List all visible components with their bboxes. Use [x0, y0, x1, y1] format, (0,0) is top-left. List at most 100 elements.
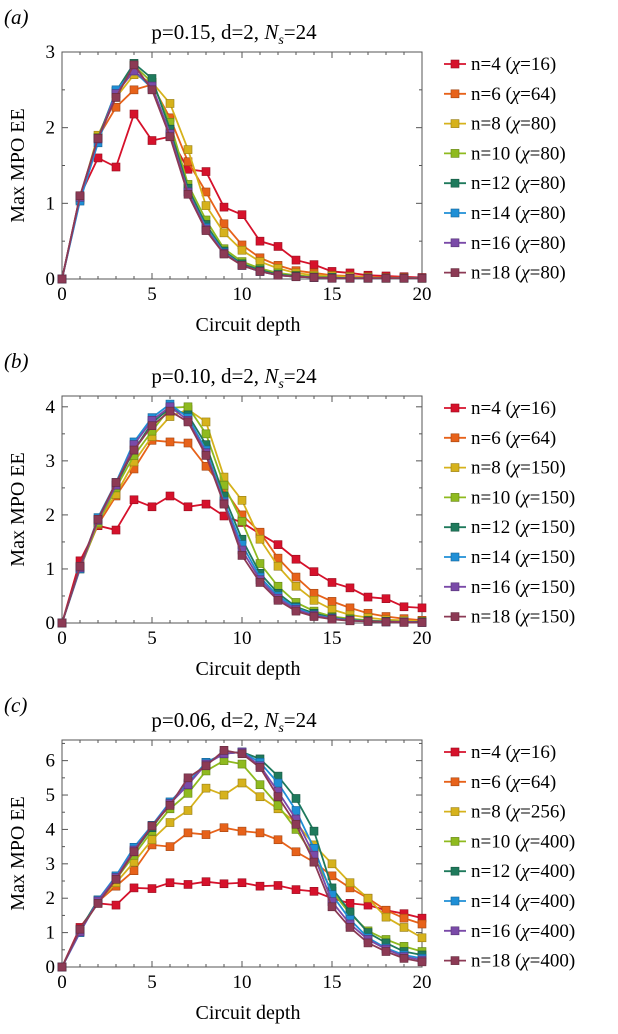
legend-label: n=16 (χ=150)	[471, 577, 575, 598]
data-point	[201, 499, 211, 509]
data-point	[255, 578, 265, 587]
data-point	[417, 933, 427, 943]
series-7	[57, 60, 427, 284]
legend-marker	[450, 433, 460, 443]
series-7	[57, 406, 427, 628]
legend-entry: n=4 (χ=16)	[444, 54, 556, 75]
legend-label: n=6 (χ=64)	[471, 84, 556, 105]
data-point	[57, 274, 67, 284]
data-point	[345, 616, 355, 626]
y-tick-label: 0	[46, 957, 56, 978]
data-point	[183, 402, 193, 412]
data-point	[219, 219, 229, 229]
chart-panel-2: (c) p=0.06, d=2, Ns=24 0 5 10 15 20 0 1 2 3 4 5 6 Circ…	[4, 693, 575, 1024]
legend-marker	[450, 403, 460, 413]
data-point	[201, 201, 211, 210]
data-point	[129, 883, 139, 893]
data-point	[147, 136, 157, 145]
data-point	[345, 923, 355, 932]
data-point	[273, 778, 283, 788]
data-point	[201, 417, 211, 427]
legend-entry: n=18 (χ=400)	[444, 951, 575, 972]
legend-marker	[450, 208, 460, 218]
data-point	[273, 242, 283, 251]
data-point	[273, 270, 283, 280]
data-point	[237, 210, 247, 219]
x-tick-label: 20	[413, 972, 432, 993]
series-0	[57, 109, 427, 284]
legend-entry: n=18 (χ=150)	[444, 607, 575, 628]
data-point	[255, 881, 265, 891]
data-point	[93, 133, 103, 143]
data-point	[165, 878, 175, 888]
chart-title: p=0.10, d=2, Ns=24	[151, 364, 317, 392]
data-point	[129, 847, 139, 857]
legend-marker	[450, 119, 460, 128]
data-point	[147, 85, 157, 95]
data-point	[165, 842, 175, 851]
legend-marker	[450, 612, 460, 621]
legend-entry: n=8 (χ=80)	[444, 114, 556, 135]
series-7	[57, 746, 427, 972]
data-point	[363, 617, 373, 626]
y-tick-label: 4	[46, 397, 56, 418]
data-point	[399, 913, 409, 923]
data-point	[309, 596, 319, 605]
data-point	[93, 514, 103, 524]
data-point	[75, 561, 85, 571]
plot-frame	[61, 395, 423, 624]
data-point	[255, 792, 265, 802]
data-point	[201, 226, 211, 235]
x-tick-label: 5	[147, 972, 157, 993]
data-point	[147, 884, 157, 893]
data-point	[327, 578, 337, 587]
legend-marker	[450, 552, 460, 562]
data-point	[363, 893, 373, 903]
data-point	[399, 954, 409, 963]
data-point	[291, 819, 301, 829]
data-point	[165, 801, 175, 810]
y-tick-label: 1	[46, 559, 56, 580]
data-point	[273, 561, 283, 571]
data-point	[291, 255, 301, 265]
data-point	[381, 947, 391, 956]
x-axis-label: Circuit depth	[196, 658, 301, 680]
data-point	[345, 878, 355, 888]
data-point	[381, 912, 391, 922]
data-point	[381, 617, 391, 627]
data-point	[237, 496, 247, 505]
y-tick-label: 0	[46, 269, 56, 290]
data-point	[273, 881, 283, 890]
data-point	[183, 789, 193, 798]
legend-entry: n=14 (χ=150)	[444, 547, 575, 568]
data-point	[111, 874, 121, 884]
legend-marker	[450, 149, 460, 158]
x-tick-label: 0	[57, 972, 67, 993]
legend-marker	[450, 522, 460, 532]
legend-label: n=6 (χ=64)	[471, 428, 556, 449]
legend-entry: n=10 (χ=400)	[444, 831, 575, 852]
data-point	[363, 592, 373, 602]
data-point	[399, 602, 409, 612]
data-point	[201, 451, 211, 460]
y-axis-label: Max MPO EE	[7, 452, 29, 566]
data-point	[291, 847, 301, 857]
data-point	[219, 746, 229, 755]
legend-label: n=16 (χ=400)	[471, 921, 575, 942]
legend-entry: n=16 (χ=400)	[444, 921, 575, 942]
data-point	[399, 618, 409, 627]
data-point	[183, 145, 193, 154]
legend-label: n=12 (χ=80)	[471, 173, 566, 194]
legend-label: n=18 (χ=80)	[471, 263, 566, 284]
data-point	[363, 273, 373, 283]
data-point	[183, 828, 193, 838]
data-point	[417, 618, 427, 627]
data-point	[327, 614, 337, 624]
y-tick-label: 3	[46, 854, 56, 875]
data-point	[219, 823, 229, 833]
panel-label: (b)	[4, 349, 29, 373]
x-tick-label: 20	[413, 628, 432, 649]
legend-marker	[450, 238, 460, 248]
data-point	[345, 899, 355, 908]
data-point	[291, 885, 301, 894]
